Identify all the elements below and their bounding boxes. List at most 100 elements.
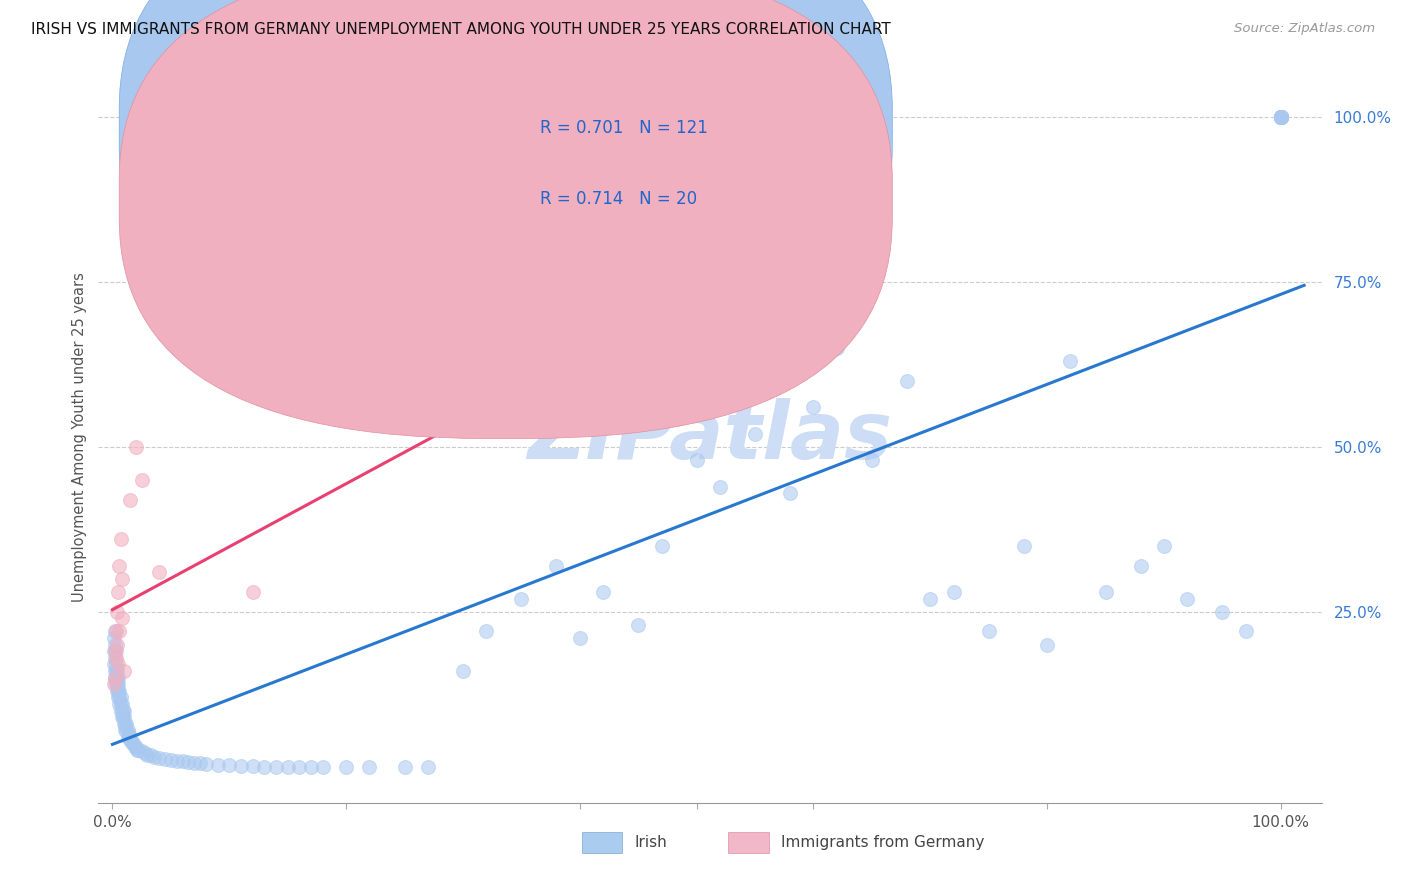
Point — [115, 723, 138, 738]
Point — [172, 754, 194, 768]
Point — [107, 690, 129, 705]
Point — [510, 591, 533, 606]
Point — [112, 664, 135, 678]
Point — [112, 716, 135, 731]
Point — [153, 752, 176, 766]
Point — [125, 743, 148, 757]
Point — [118, 492, 141, 507]
Point — [104, 677, 127, 691]
Point — [103, 631, 125, 645]
Point — [104, 671, 127, 685]
Point — [110, 690, 132, 705]
Point — [148, 565, 170, 579]
Point — [920, 591, 942, 606]
Point — [105, 671, 128, 685]
Point — [105, 664, 128, 678]
Point — [825, 341, 848, 355]
Point — [111, 611, 134, 625]
Point — [803, 401, 825, 415]
Point — [264, 759, 287, 773]
Point — [299, 760, 322, 774]
Point — [779, 486, 801, 500]
Point — [131, 744, 153, 758]
Point — [229, 759, 252, 773]
Point — [1270, 111, 1292, 125]
Point — [118, 726, 141, 740]
Point — [942, 585, 965, 599]
Point — [108, 558, 131, 573]
Text: R = 0.701   N = 121: R = 0.701 N = 121 — [540, 119, 707, 137]
Point — [1270, 111, 1292, 125]
Point — [108, 624, 131, 639]
Point — [110, 697, 132, 711]
Text: Irish: Irish — [634, 835, 666, 850]
Point — [103, 644, 125, 658]
Point — [416, 759, 439, 773]
Point — [108, 683, 131, 698]
Point — [183, 756, 205, 770]
Point — [253, 759, 276, 773]
Point — [114, 716, 136, 731]
Point — [592, 585, 614, 599]
Point — [112, 704, 135, 718]
Point — [359, 760, 381, 774]
Text: Source: ZipAtlas.com: Source: ZipAtlas.com — [1234, 22, 1375, 36]
Point — [1012, 539, 1035, 553]
Point — [1094, 585, 1116, 599]
Text: R = 0.714   N = 20: R = 0.714 N = 20 — [540, 190, 697, 208]
Point — [1270, 111, 1292, 125]
Point — [125, 440, 148, 454]
Point — [1270, 111, 1292, 125]
Point — [568, 631, 591, 645]
Point — [218, 758, 240, 772]
Point — [111, 710, 134, 724]
Point — [104, 644, 127, 658]
Point — [125, 739, 148, 754]
Point — [312, 760, 335, 774]
Point — [108, 690, 131, 705]
Point — [110, 533, 132, 547]
Point — [1059, 354, 1081, 368]
Text: Immigrants from Germany: Immigrants from Germany — [780, 835, 984, 850]
Point — [127, 743, 149, 757]
Point — [651, 539, 673, 553]
FancyBboxPatch shape — [120, 0, 893, 368]
Point — [188, 756, 211, 771]
Point — [1270, 111, 1292, 125]
Point — [134, 747, 156, 761]
Point — [107, 677, 129, 691]
Point — [242, 759, 264, 773]
Point — [120, 733, 142, 747]
Point — [177, 755, 200, 769]
Y-axis label: Unemployment Among Youth under 25 years: Unemployment Among Youth under 25 years — [72, 272, 87, 602]
Point — [104, 624, 127, 639]
Point — [114, 723, 136, 738]
Point — [110, 704, 132, 718]
Point — [104, 650, 127, 665]
Point — [103, 677, 125, 691]
Point — [546, 558, 568, 573]
Point — [143, 749, 166, 764]
Point — [124, 739, 146, 754]
Point — [121, 737, 143, 751]
Point — [166, 754, 188, 768]
Point — [277, 759, 299, 773]
Point — [104, 671, 127, 685]
Point — [242, 585, 264, 599]
Point — [111, 697, 134, 711]
Point — [105, 638, 128, 652]
Point — [1234, 624, 1257, 639]
Point — [1270, 111, 1292, 125]
Point — [122, 737, 145, 751]
Bar — [582, 832, 621, 853]
Point — [117, 730, 139, 744]
Point — [136, 747, 159, 762]
Point — [108, 697, 131, 711]
Point — [107, 671, 129, 685]
Point — [148, 751, 170, 765]
Point — [111, 572, 134, 586]
Point — [104, 638, 127, 652]
Point — [394, 760, 416, 774]
Point — [104, 650, 127, 665]
Point — [1270, 111, 1292, 125]
